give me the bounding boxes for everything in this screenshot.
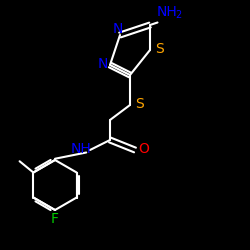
Text: NH: NH <box>157 6 178 20</box>
Text: N: N <box>112 22 123 36</box>
Text: O: O <box>138 142 149 156</box>
Text: NH: NH <box>71 142 92 156</box>
Text: S: S <box>135 97 144 111</box>
Text: F: F <box>51 212 59 226</box>
Text: N: N <box>97 57 108 71</box>
Text: 2: 2 <box>175 10 181 20</box>
Text: S: S <box>155 42 164 56</box>
